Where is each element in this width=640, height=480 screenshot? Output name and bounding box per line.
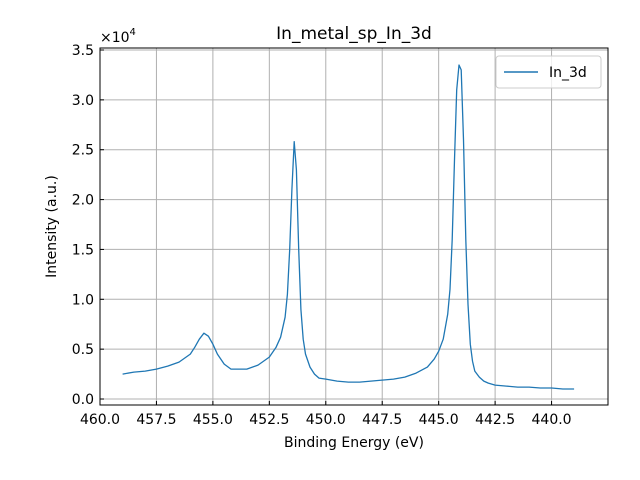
y-multiplier-base: ×10 [100,30,130,46]
y-axis-title: Intensity (a.u.) [44,175,60,278]
legend-box [495,55,602,89]
y-tick-label: 2.5 [72,143,94,159]
y-tick-label: 1.5 [72,242,94,258]
x-tick-labels: 460.0 457.5 455.0 452.5 450.0 447.5 445.0 442.5… [80,412,572,428]
series-line-in-3d [122,64,575,390]
x-tick-label: 445.0 [419,412,459,428]
x-tick-label: 460.0 [80,412,120,428]
y-axis-multiplier: ×104 [100,27,136,46]
x-tick-label: 455.0 [193,412,233,428]
x-tick-label: 440.0 [532,412,572,428]
series-layer [122,64,575,390]
x-tick-label: 450.0 [306,412,346,428]
x-axis-title: Binding Energy (eV) [284,435,424,451]
y-tick-label: 1.0 [72,292,94,308]
ticks [99,49,553,405]
x-tick-label: 442.5 [475,412,515,428]
y-tick-label: 2.0 [72,193,94,209]
y-tick-label: 0.0 [72,392,94,408]
y-tick-labels: 0.0 0.5 1.0 1.5 2.0 2.5 3.0 3.5 [72,43,94,408]
x-tick-label: 447.5 [362,412,402,428]
grid [99,48,608,405]
chart-title: In_metal_sp_In_3d [276,24,432,44]
y-tick-label: 0.5 [72,342,94,358]
y-tick-label: 3.0 [72,93,94,109]
plot-area-frame [99,47,609,406]
x-tick-label: 452.5 [249,412,289,428]
legend-label-in-3d: In_3d [549,65,587,81]
x-tick-label: 457.5 [136,412,176,428]
y-tick-label: 3.5 [72,43,94,59]
y-multiplier-exponent: 4 [130,27,136,38]
legend: In_3d [495,55,602,89]
